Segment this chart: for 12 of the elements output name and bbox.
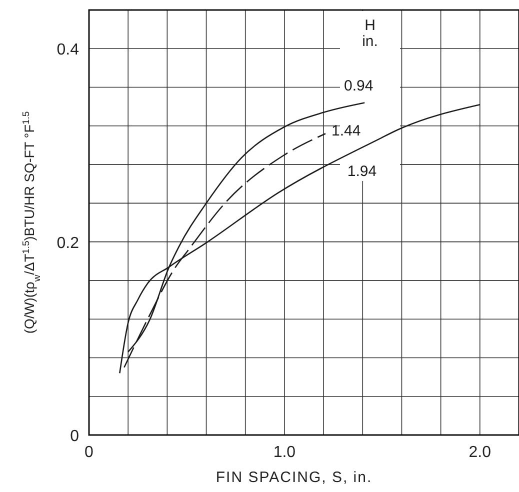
x-axis-title: FIN SPACING, S, in. [216,469,372,486]
series-label: 1.94 [347,163,377,180]
x-tick-label: 1.0 [273,444,296,461]
y-tick-label: 0.2 [56,234,80,252]
x-tick-label: 2.0 [468,444,492,461]
y-tick-label: 0.4 [56,42,80,59]
x-tick-label: 0 [84,444,94,461]
y-tick-label: 0 [70,428,80,445]
legend-title: H in. [362,17,378,50]
line-series [119,104,481,374]
series-label: 1.44 [332,122,361,140]
series-label: 0.94 [344,78,374,95]
